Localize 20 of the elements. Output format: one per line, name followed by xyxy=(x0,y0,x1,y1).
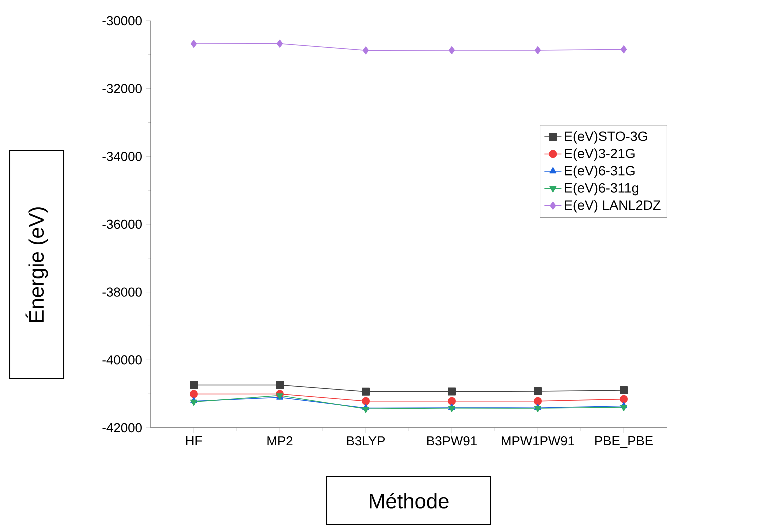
y-tick-label: -36000 xyxy=(102,220,142,230)
x-tick-label: PBE_PBE xyxy=(596,436,653,448)
y-axis-title: Énergie (eV) xyxy=(26,208,48,322)
legend-label: E(eV)6-311g xyxy=(565,183,638,196)
y-tick-label: -34000 xyxy=(102,152,142,162)
x-tick-label: MPW1PW91 xyxy=(502,436,574,446)
y-tick-label: -42000 xyxy=(102,423,142,433)
y-tick-label: -30000 xyxy=(102,16,142,26)
x-tick-label: B3LYP xyxy=(347,436,385,446)
legend-label: E(eV)STO-3G xyxy=(565,131,648,144)
x-tick-label: B3PW91 xyxy=(428,436,477,446)
y-tick-label: -38000 xyxy=(102,288,142,297)
legend-label: E(eV) LANL2DZ xyxy=(565,200,661,213)
x-tick-label: MP2 xyxy=(268,436,293,446)
y-tick-label: -32000 xyxy=(102,84,142,94)
x-axis-title: Méthode xyxy=(370,493,449,509)
x-tick-label: HF xyxy=(186,436,202,446)
y-tick-label: -40000 xyxy=(102,356,142,365)
legend-label: E(eV)3-21G xyxy=(565,148,635,162)
legend-label: E(eV)6-31G xyxy=(565,166,635,178)
